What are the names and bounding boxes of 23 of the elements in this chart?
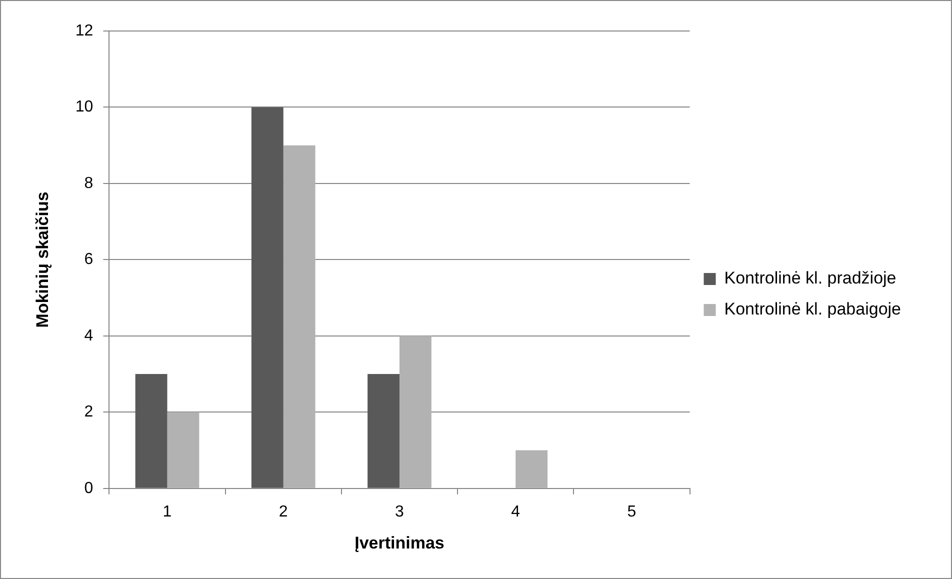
y-tick-label: 8 xyxy=(84,174,94,192)
bar xyxy=(516,450,548,488)
x-tick-label: 2 xyxy=(278,503,288,520)
bar xyxy=(283,145,316,488)
x-tick-label: 3 xyxy=(395,503,404,520)
y-tick-label: 10 xyxy=(75,98,94,116)
bar xyxy=(135,374,168,488)
x-tick-label: 5 xyxy=(627,503,636,520)
bar xyxy=(368,374,400,488)
y-tick-label: 0 xyxy=(84,480,94,497)
y-tick-label: 6 xyxy=(84,251,94,268)
x-tick-label: 1 xyxy=(162,503,172,520)
x-axis-title: Įvertinimas xyxy=(354,533,444,552)
bar xyxy=(251,107,284,488)
y-tick-label: 12 xyxy=(75,22,94,40)
y-axis-title: Mokinių skaičius xyxy=(32,192,52,328)
y-tick-label: 2 xyxy=(84,404,94,421)
bar xyxy=(167,412,200,488)
legend-label: Kontrolinė kl. pradžioje xyxy=(724,268,896,288)
x-tick-label: 4 xyxy=(511,503,520,520)
legend-label: Kontrolinė kl. pabaigoje xyxy=(724,300,901,319)
bar xyxy=(399,336,432,488)
y-tick-label: 4 xyxy=(84,327,94,344)
